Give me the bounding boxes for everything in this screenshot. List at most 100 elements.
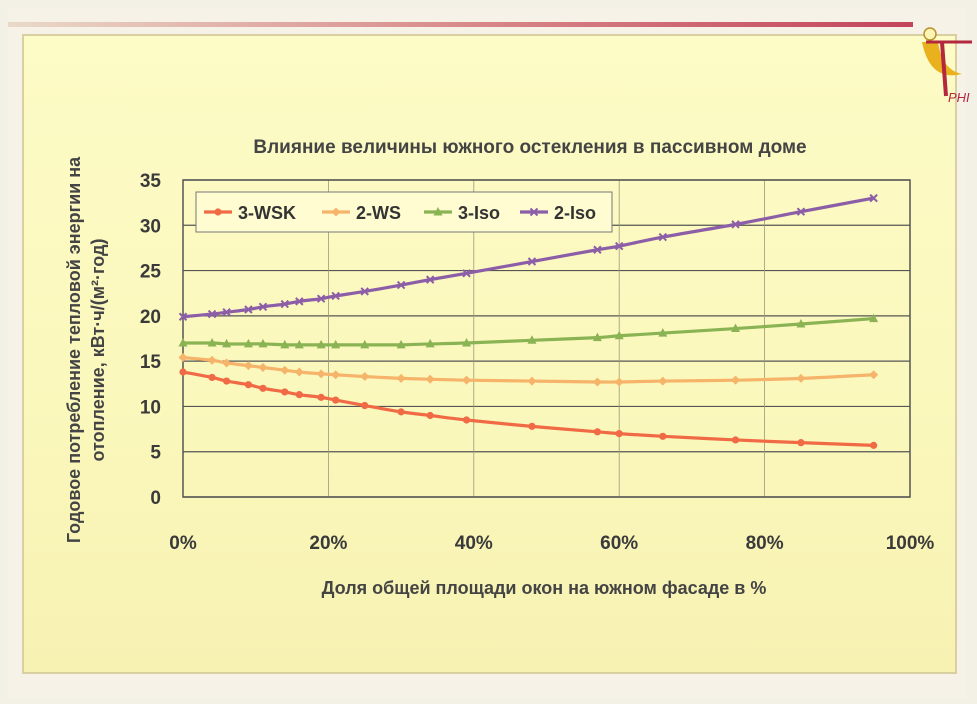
data-point (462, 338, 472, 347)
data-point (462, 416, 471, 424)
logo-stem (940, 41, 948, 97)
data-point (243, 338, 253, 348)
legend-item-2-iso: 2-Iso (520, 203, 596, 223)
data-point (295, 391, 303, 399)
data-point (332, 396, 340, 404)
data-point (331, 207, 341, 217)
y-tick-label: 20 (140, 307, 161, 328)
series-3-iso (178, 313, 879, 349)
data-point (396, 373, 406, 383)
data-point (295, 297, 304, 306)
data-point (179, 368, 187, 376)
x-tick-labels: 0% 20% 40% 60% 80% 100% (169, 533, 934, 554)
data-point (317, 393, 325, 401)
data-point (360, 287, 369, 296)
y-tick-label: 25 (140, 262, 162, 283)
data-point (796, 373, 806, 383)
data-point (331, 291, 340, 301)
data-point (593, 245, 602, 254)
data-point (593, 428, 601, 436)
legend-item-2-ws: 2-WS (322, 203, 401, 223)
data-point (731, 220, 740, 229)
data-point (425, 338, 435, 348)
series-lines (178, 193, 879, 449)
data-point (244, 381, 253, 389)
legend-label: 2-Iso (554, 203, 596, 223)
data-point (207, 355, 217, 365)
data-point (869, 193, 878, 203)
x-tick-label: 40% (455, 533, 493, 554)
legend: 3-WSK 2-WS 3-Iso 2-Iso (195, 191, 613, 233)
data-point (280, 339, 290, 349)
x-tick-label: 20% (309, 533, 347, 554)
series-line (182, 316, 874, 347)
data-point (360, 339, 370, 349)
legend-item-3-iso: 3-Iso (424, 203, 500, 223)
data-point (178, 338, 188, 347)
data-point (527, 376, 537, 386)
data-point (259, 384, 267, 392)
data-point (244, 305, 253, 314)
data-point (731, 436, 740, 444)
data-point (870, 441, 878, 449)
data-point (316, 339, 326, 349)
data-point (426, 411, 434, 420)
data-point (462, 375, 472, 385)
data-point (731, 375, 741, 385)
data-point (208, 373, 216, 382)
data-point (614, 330, 624, 340)
y-axis-label-line1: Годовое потребление тепловой энергии на (64, 156, 84, 543)
data-point (528, 422, 536, 430)
y-axis-label-line2: отопление, кВт·ч/(м²·год) (88, 239, 108, 462)
data-point (615, 430, 623, 438)
phi-logo-icon: PHI (922, 27, 972, 102)
data-point (527, 257, 537, 266)
data-point (331, 339, 341, 349)
data-point (280, 299, 289, 309)
data-point (178, 312, 188, 321)
data-point (869, 370, 879, 380)
data-point (258, 338, 268, 348)
data-point (281, 388, 289, 396)
x-axis-label: Доля общей площади окон на южном фасаде … (322, 578, 767, 598)
data-point (433, 207, 443, 216)
series-2-iso (178, 193, 878, 321)
data-point (797, 439, 805, 447)
data-point (796, 319, 806, 328)
data-point (527, 335, 537, 344)
data-point (869, 313, 879, 323)
data-point (222, 338, 232, 348)
y-tick-labels: 0 5 10 15 20 25 30 35 (140, 171, 162, 509)
data-point (614, 377, 624, 387)
x-tick-label: 60% (600, 533, 638, 554)
data-point (396, 280, 406, 290)
data-point (658, 328, 668, 337)
data-point (361, 401, 369, 410)
legend-label: 3-Iso (458, 203, 500, 223)
y-tick-label: 30 (140, 216, 161, 237)
logo-text: PHI (948, 90, 970, 102)
series-line (182, 370, 874, 447)
series-3-wsk (179, 368, 878, 449)
data-point (659, 432, 667, 440)
x-tick-label: 100% (886, 533, 935, 554)
data-point (592, 377, 602, 387)
data-point (658, 376, 668, 386)
data-point (658, 232, 668, 242)
data-point (462, 269, 471, 278)
data-point (222, 358, 232, 368)
data-point (214, 208, 222, 216)
chart-panel (22, 34, 957, 674)
data-point (207, 338, 217, 347)
data-point (592, 332, 602, 342)
decorative-top-line (8, 22, 913, 27)
data-point (614, 241, 624, 251)
y-tick-label: 10 (140, 397, 161, 418)
chart-title: Влияние величины южного остекления в пас… (253, 137, 806, 158)
data-point (222, 308, 231, 317)
data-point (396, 339, 406, 349)
legend-item-3-wsk: 3-WSK (204, 203, 296, 223)
series-2-ws (178, 353, 879, 387)
y-tick-label: 35 (140, 171, 162, 192)
